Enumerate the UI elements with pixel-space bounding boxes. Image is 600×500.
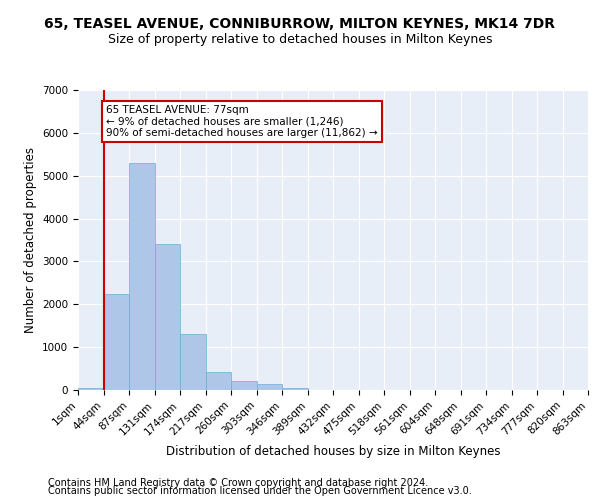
Bar xyxy=(282,388,308,390)
Text: 65 TEASEL AVENUE: 77sqm
← 9% of detached houses are smaller (1,246)
90% of semi-: 65 TEASEL AVENUE: 77sqm ← 9% of detached… xyxy=(106,105,377,138)
Text: Contains public sector information licensed under the Open Government Licence v3: Contains public sector information licen… xyxy=(48,486,472,496)
Bar xyxy=(231,382,257,390)
Text: 65, TEASEL AVENUE, CONNIBURROW, MILTON KEYNES, MK14 7DR: 65, TEASEL AVENUE, CONNIBURROW, MILTON K… xyxy=(44,18,556,32)
Y-axis label: Number of detached properties: Number of detached properties xyxy=(23,147,37,333)
Text: Size of property relative to detached houses in Milton Keynes: Size of property relative to detached ho… xyxy=(108,32,492,46)
X-axis label: Distribution of detached houses by size in Milton Keynes: Distribution of detached houses by size … xyxy=(166,445,500,458)
Bar xyxy=(155,244,180,390)
Bar xyxy=(205,372,231,390)
Bar xyxy=(129,163,155,390)
Bar xyxy=(78,388,104,390)
Bar xyxy=(257,384,282,390)
Bar xyxy=(104,294,129,390)
Text: Contains HM Land Registry data © Crown copyright and database right 2024.: Contains HM Land Registry data © Crown c… xyxy=(48,478,428,488)
Bar xyxy=(180,334,205,390)
